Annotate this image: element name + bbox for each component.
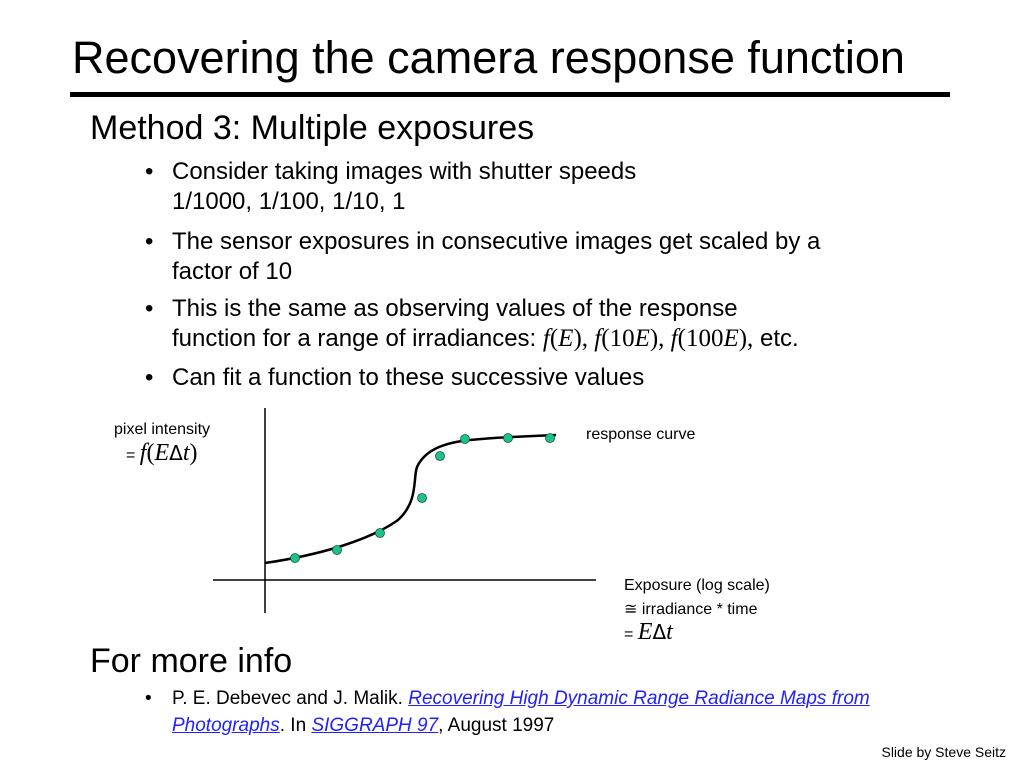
data-point-3 <box>375 528 385 538</box>
x-axis-label: Exposure (log scale) <box>624 577 770 594</box>
bullet-3-line-2-suffix: etc. <box>759 325 799 352</box>
bullet-3-line-1: This is the same as observing values of … <box>172 295 738 322</box>
bullet-4-line-1: Can fit a function to these successive v… <box>172 364 645 391</box>
siggraph-link[interactable]: SIGGRAPH 97 <box>311 715 439 736</box>
data-point-4 <box>417 493 427 503</box>
bullet-dot: • <box>145 228 154 255</box>
y-axis-label: pixel intensity <box>114 421 211 438</box>
bullet-3-line-2-prefix: function for a range of irradiances: <box>172 325 537 352</box>
reference-in: . In <box>279 715 307 736</box>
data-point-5 <box>435 451 445 461</box>
bullet-dot: • <box>145 688 152 709</box>
paper-title-link[interactable]: Recovering High Dynamic Range Radiance M… <box>172 688 870 736</box>
slide-title: Recovering the camera response function <box>72 32 905 83</box>
more-info-heading: For more info <box>90 642 293 680</box>
bullet-3-line-2: function for a range of irradiances: f(E… <box>172 324 962 354</box>
bullet-1-line-2: 1/1000, 1/100, 1/10, 1 <box>172 188 406 215</box>
data-point-1 <box>290 553 300 563</box>
bullet-2-line-1: The sensor exposures in consecutive imag… <box>172 228 821 255</box>
bullet-dot: • <box>145 295 154 322</box>
data-point-7 <box>503 433 513 443</box>
reference-authors: P. E. Debevec and J. Malik. <box>172 688 403 709</box>
bullet-dot: • <box>145 364 154 391</box>
x-axis-label-line-2: ≅ irradiance * time <box>624 601 758 618</box>
response-curve <box>264 433 557 565</box>
x-axis-formula: = EΔt <box>624 619 673 645</box>
bullet-1-line-1: Consider taking images with shutter spee… <box>172 158 637 185</box>
method-heading: Method 3: Multiple exposures <box>90 109 535 147</box>
bullet-dot: • <box>145 158 154 185</box>
title-underline <box>70 92 950 97</box>
curve-label: response curve <box>586 426 696 443</box>
data-point-6 <box>460 434 470 444</box>
data-point-2 <box>332 545 342 555</box>
irradiance-formula: f(E), f(10E), f(100E), <box>542 325 754 352</box>
data-point-8 <box>545 433 555 443</box>
reference-date: , August 1997 <box>438 715 555 736</box>
slide-credit: Slide by Steve Seitz <box>881 744 1006 760</box>
y-axis-formula: = f(EΔt) <box>126 440 198 466</box>
bullet-2-line-2: factor of 10 <box>172 258 293 285</box>
data-points <box>290 433 555 563</box>
